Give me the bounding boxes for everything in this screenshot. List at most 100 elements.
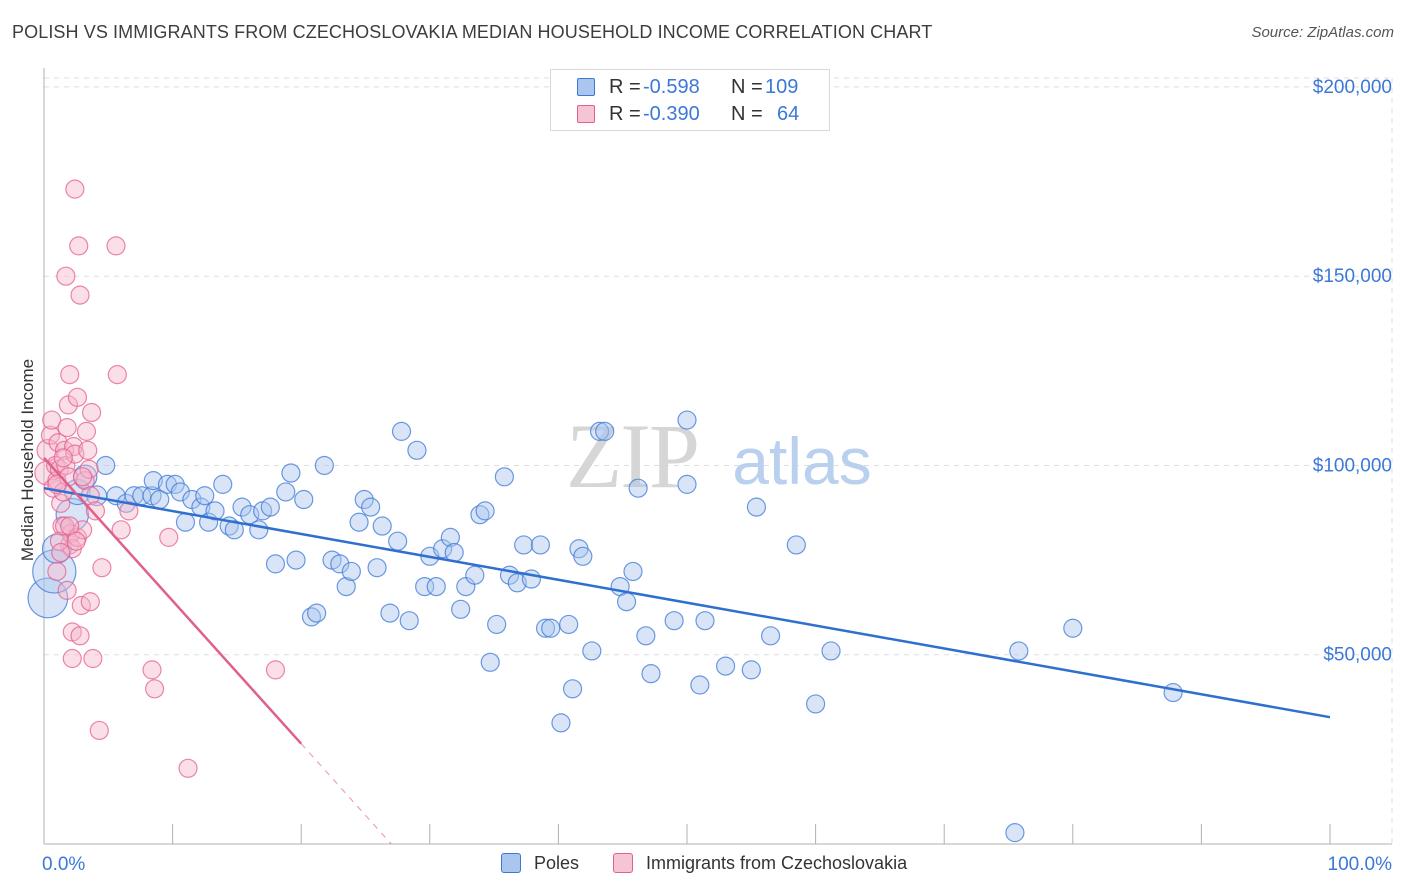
- poles-point: [562, 679, 583, 699]
- y-tick-label: $150,000: [1313, 266, 1392, 287]
- watermark-atlas: atlas: [732, 424, 871, 498]
- poles-point: [636, 626, 656, 646]
- poles-point: [623, 561, 643, 582]
- immigrants-point: [92, 558, 112, 578]
- immigrants-trend-extension: [300, 743, 392, 845]
- immigrants-point: [85, 501, 106, 521]
- poles-point: [170, 482, 190, 502]
- poles-point: [821, 641, 841, 661]
- x-tick-label: 0.0%: [42, 854, 85, 875]
- poles-point: [470, 505, 490, 525]
- poles-point: [628, 478, 648, 498]
- poles-point: [175, 512, 196, 532]
- immigrants-point: [67, 387, 88, 407]
- poles-point: [213, 474, 233, 494]
- y-tick-label: $100,000: [1313, 455, 1392, 476]
- poles-point: [440, 527, 460, 547]
- poles-point: [399, 611, 419, 631]
- poles-point: [715, 656, 736, 676]
- immigrants-point: [51, 493, 71, 513]
- poles-point: [341, 561, 361, 582]
- immigrants-point: [54, 516, 75, 536]
- poles-point: [451, 599, 471, 619]
- poles-point: [27, 577, 69, 619]
- poles-point: [475, 501, 495, 521]
- immigrants-point: [53, 448, 73, 468]
- poles-point: [444, 542, 464, 563]
- immigrants-point: [56, 266, 76, 286]
- poles-point: [367, 558, 387, 578]
- poles-point: [1009, 641, 1029, 661]
- poles-point: [265, 554, 286, 574]
- immigrants-point: [62, 648, 82, 669]
- poles-point: [349, 512, 369, 532]
- poles-swatch: [577, 78, 595, 96]
- immigrants-swatch: [577, 105, 595, 123]
- legend-label-immigrants: Immigrants from Czechoslovakia: [646, 853, 908, 873]
- r-label: R =: [609, 76, 641, 98]
- poles-point: [746, 497, 767, 517]
- poles-point: [294, 489, 314, 510]
- poles-trend-line: [43, 486, 1331, 719]
- poles-point: [760, 626, 781, 646]
- poles-point: [260, 497, 280, 517]
- immigrants-point: [60, 365, 80, 385]
- n-value: 109: [765, 76, 799, 98]
- poles-point: [514, 535, 534, 555]
- poles-point: [690, 675, 710, 695]
- poles-point: [805, 694, 826, 714]
- poles-point: [541, 618, 561, 638]
- n-label: N =: [731, 76, 763, 98]
- poles-point: [330, 554, 350, 574]
- poles-point: [232, 497, 252, 517]
- watermark: ZIP atlas: [566, 405, 872, 507]
- immigrants-point: [65, 444, 85, 464]
- poles-point: [336, 576, 356, 597]
- immigrants-point: [106, 236, 126, 256]
- poles-point: [388, 531, 408, 551]
- immigrants-point: [48, 433, 68, 453]
- poles-point: [530, 535, 550, 555]
- poles-point: [286, 550, 306, 570]
- poles-point: [582, 641, 602, 661]
- immigrants-point: [70, 285, 90, 305]
- immigrants-point: [142, 660, 162, 680]
- immigrants-point: [80, 592, 100, 612]
- poles-point: [426, 576, 446, 597]
- immigrants-point: [159, 527, 179, 547]
- source-credit: Source: ZipAtlas.com: [1251, 24, 1394, 41]
- poles-point: [507, 573, 527, 593]
- immigrants-point: [40, 425, 61, 445]
- y-tick-label: $200,000: [1313, 77, 1392, 98]
- poles-point: [249, 520, 269, 540]
- poles-point: [391, 421, 412, 441]
- immigrants-point: [65, 179, 85, 199]
- immigrants-point: [144, 679, 165, 699]
- immigrants-point: [42, 410, 62, 430]
- poles-point: [143, 471, 163, 491]
- immigrants-trend-line: [43, 457, 303, 745]
- poles-point: [559, 614, 579, 635]
- immigrants-point: [70, 626, 90, 646]
- immigrants-point: [45, 455, 66, 476]
- poles-point: [354, 489, 374, 510]
- poles-point: [677, 410, 697, 430]
- poles-point: [616, 592, 637, 612]
- immigrants-point: [72, 467, 93, 487]
- immigrants-point: [57, 580, 77, 600]
- poles-point: [1005, 823, 1025, 843]
- r-value: -0.598: [643, 76, 700, 98]
- poles-point: [361, 497, 381, 517]
- y-tick-label: $50,000: [1323, 645, 1392, 666]
- poles-point: [641, 664, 661, 684]
- immigrants-point: [107, 365, 127, 385]
- poles-point: [695, 611, 715, 631]
- x-tick-label: 100.0%: [1328, 854, 1393, 875]
- axes: [43, 68, 1392, 845]
- poles-point: [480, 652, 500, 672]
- immigrants-point: [57, 418, 77, 438]
- n-value: 64: [777, 103, 800, 125]
- immigrants-point: [69, 236, 89, 256]
- poles-point: [494, 467, 514, 487]
- immigrants-point: [83, 648, 103, 669]
